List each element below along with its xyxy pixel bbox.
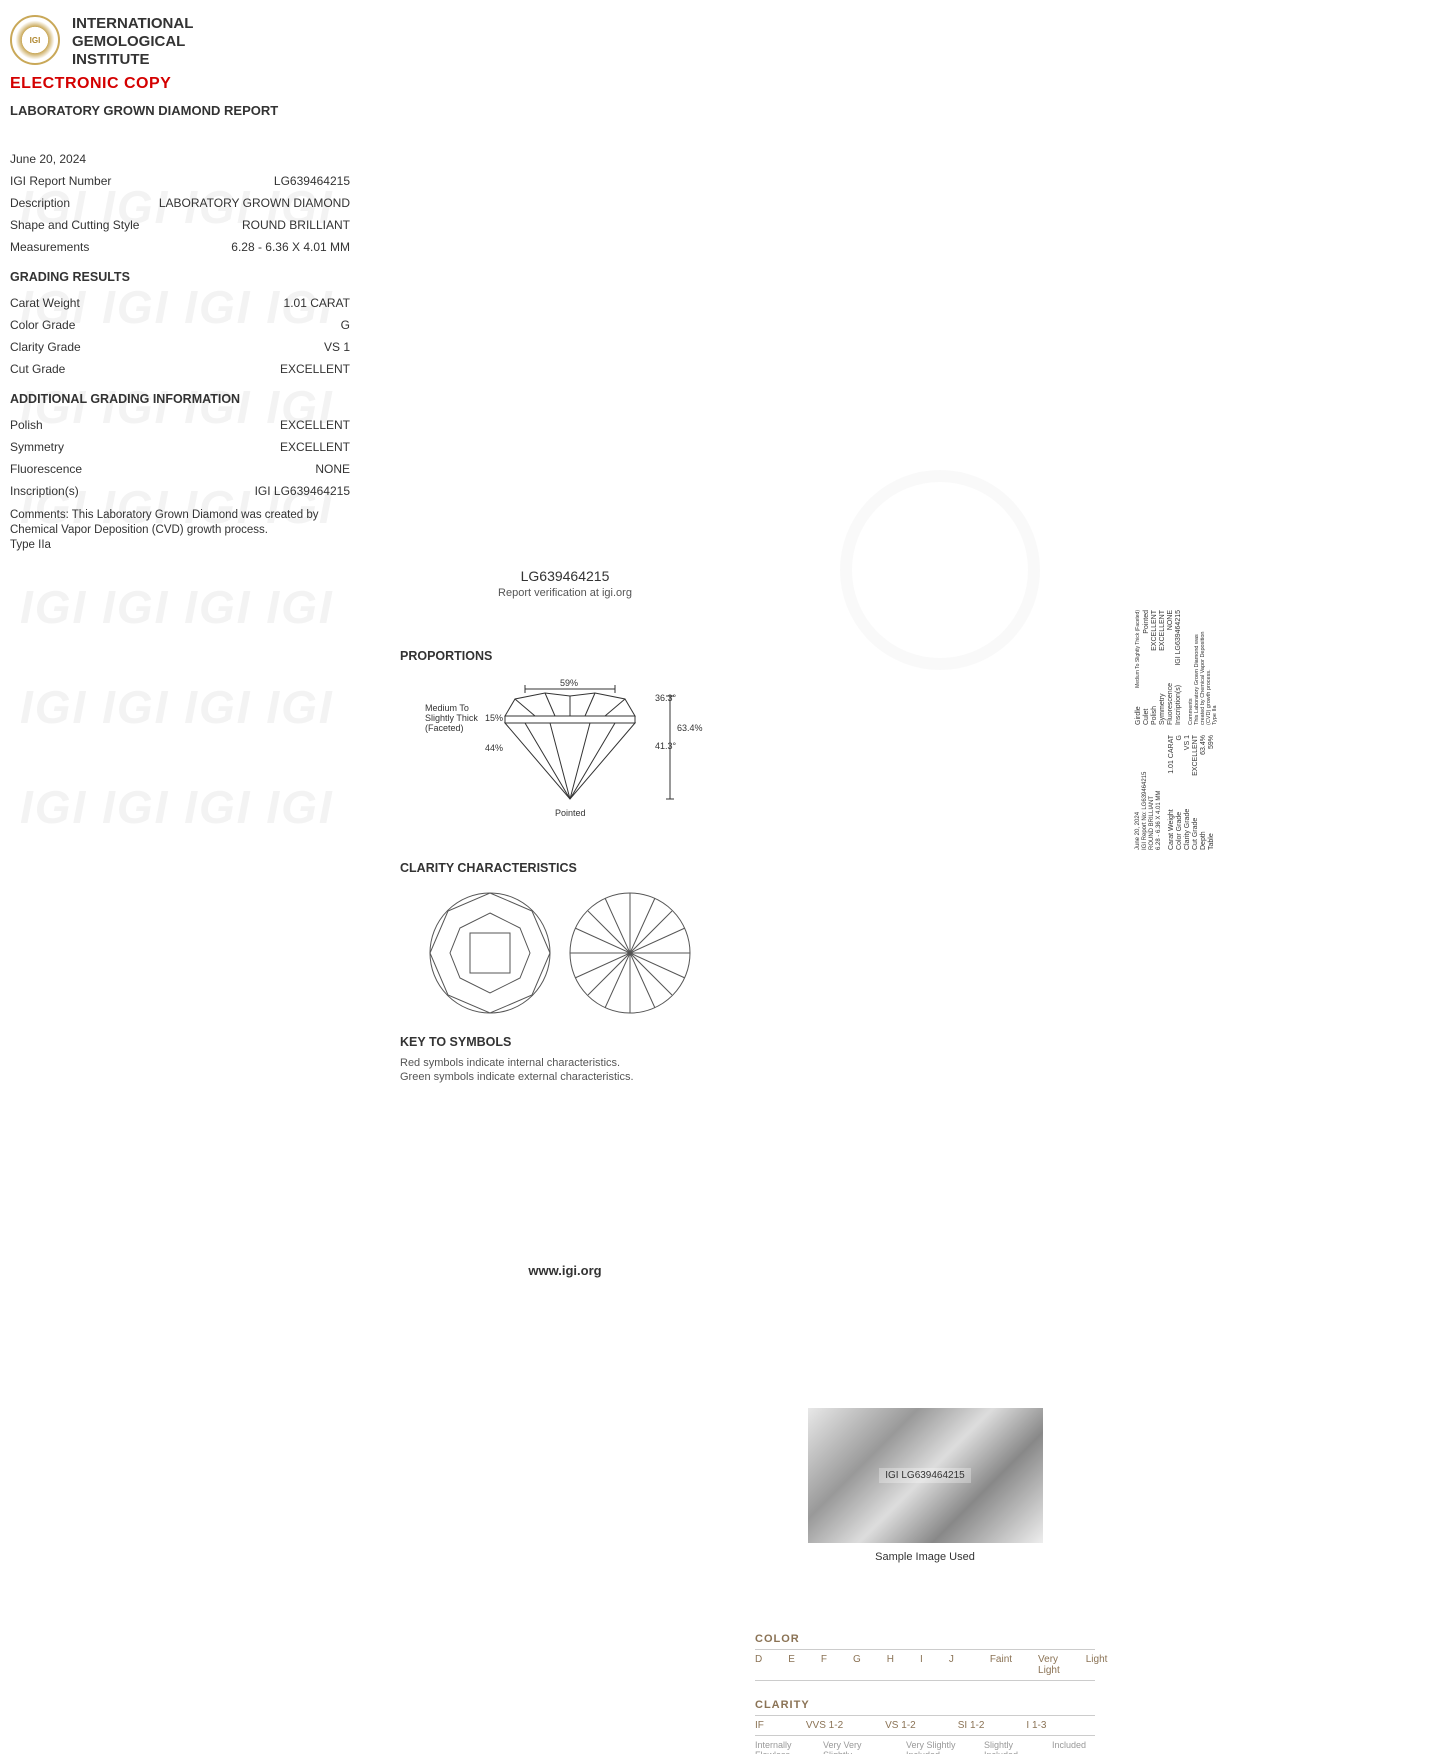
measurements-label: Measurements [10, 240, 89, 254]
key-red-text: Red symbols indicate internal characteri… [400, 1057, 730, 1069]
igi-logo-seal: IGI [10, 15, 60, 65]
color-scale: DEFGHIJ FaintVery LightLight [755, 1649, 1095, 1681]
clarity-diagram [400, 883, 730, 1023]
svg-text:Pointed: Pointed [555, 808, 586, 818]
shape-label: Shape and Cutting Style [10, 218, 139, 232]
grading-results-heading: GRADING RESULTS [10, 270, 350, 284]
electronic-copy-label: ELECTRONIC COPY [10, 75, 350, 93]
girdle-desc-text: Medium To [425, 703, 469, 713]
right1-panel: IGI LG639464215 Sample Image Used COLOR … [755, 1408, 1095, 1754]
clarity-heading: CLARITY CHARACTERISTICS [400, 861, 730, 875]
institute-name-1: INTERNATIONAL [72, 15, 193, 33]
polish-label: Polish [10, 418, 43, 432]
svg-text:63.4%: 63.4% [677, 723, 703, 733]
sample-image: IGI LG639464215 [808, 1408, 1043, 1543]
fluorescence-label: Fluorescence [10, 462, 82, 476]
description-value: LABORATORY GROWN DIAMOND [159, 196, 350, 210]
svg-text:59%: 59% [560, 678, 578, 688]
clarity-value: VS 1 [324, 340, 350, 354]
svg-text:36.3°: 36.3° [655, 693, 677, 703]
additional-heading: ADDITIONAL GRADING INFORMATION [10, 392, 350, 406]
cut-label: Cut Grade [10, 362, 65, 376]
report-number-label: IGI Report Number [10, 174, 111, 188]
clarity-scale-labels: Internally FlawlessVery Very Slightly In… [755, 1736, 1095, 1754]
middle-panel: LG639464215 Report verification at igi.o… [400, 568, 730, 1278]
svg-text:44%: 44% [485, 743, 503, 753]
symmetry-value: EXCELLENT [280, 440, 350, 454]
color-label: Color Grade [10, 318, 75, 332]
sample-image-label: IGI LG639464215 [879, 1468, 971, 1483]
ghost-seal-watermark [840, 470, 1040, 670]
carat-label: Carat Weight [10, 296, 80, 310]
sample-caption: Sample Image Used [755, 1551, 1095, 1563]
polish-value: EXCELLENT [280, 418, 350, 432]
mid-report-no: LG639464215 [400, 568, 730, 584]
key-heading: KEY TO SYMBOLS [400, 1035, 730, 1049]
institute-name-2: GEMOLOGICAL [72, 33, 193, 51]
color-scale-title: COLOR [755, 1633, 1095, 1645]
svg-text:15%: 15% [485, 713, 503, 723]
shape-value: ROUND BRILLIANT [242, 218, 350, 232]
key-green-text: Green symbols indicate external characte… [400, 1071, 730, 1083]
inscription-label: Inscription(s) [10, 484, 79, 498]
cut-value: EXCELLENT [280, 362, 350, 376]
svg-text:41.3°: 41.3° [655, 741, 677, 751]
website-url: www.igi.org [400, 1263, 730, 1278]
report-number: LG639464215 [274, 174, 350, 188]
clarity-label: Clarity Grade [10, 340, 81, 354]
report-title: LABORATORY GROWN DIAMOND REPORT [10, 103, 350, 118]
type-iia: Type IIa [10, 538, 350, 553]
fluorescence-value: NONE [315, 462, 350, 476]
inscription-value: IGI LG639464215 [255, 484, 350, 498]
color-value: G [341, 318, 350, 332]
description-label: Description [10, 196, 70, 210]
measurements-value: 6.28 - 6.36 X 4.01 MM [231, 240, 350, 254]
clarity-scale: IFVVS 1-2VS 1-2SI 1-2I 1-3 [755, 1715, 1095, 1736]
comments-text: Comments: This Laboratory Grown Diamond … [10, 508, 350, 538]
svg-text:Slightly Thick: Slightly Thick [425, 713, 478, 723]
proportions-heading: PROPORTIONS [400, 649, 730, 663]
symmetry-label: Symmetry [10, 440, 64, 454]
clarity-scale-title: CLARITY [755, 1699, 1095, 1711]
date: June 20, 2024 [10, 152, 86, 166]
svg-text:(Faceted): (Faceted) [425, 723, 464, 733]
institute-name-3: INSTITUTE [72, 51, 193, 69]
mid-verification: Report verification at igi.org [400, 587, 730, 599]
carat-value: 1.01 CARAT [284, 296, 350, 310]
rotated-summary: June 20, 2024 IGI Report No: LG639464215… [1135, 690, 1218, 850]
left-panel: IGI INTERNATIONAL GEMOLOGICAL INSTITUTE … [10, 15, 350, 553]
proportions-diagram: Medium To Slightly Thick (Faceted) 15% 4… [400, 671, 730, 821]
